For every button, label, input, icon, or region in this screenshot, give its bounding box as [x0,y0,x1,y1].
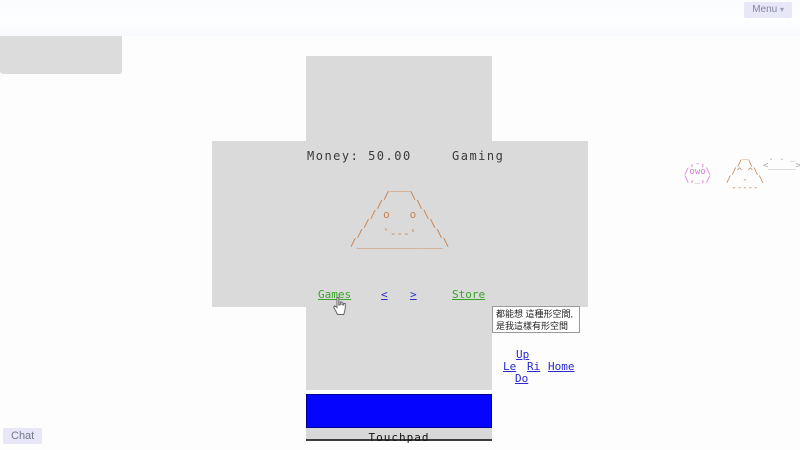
ascii-triangle-creature: _ / \ /^ ^\ / - \ ----- [726,151,764,193]
ascii-pet-triangle: ___ / \ / \ / o o \ / \ / `---' \ /_____… [350,179,450,249]
money-display: Money: 50.00 [307,149,412,163]
game-panel-bottom [306,307,492,390]
touchpad-label-bar: Touchpad [306,428,492,444]
nav-up-link[interactable]: Up [516,348,530,361]
next-arrow-link[interactable]: > [410,288,417,301]
game-panel-top [306,56,492,141]
menu-button-label: Menu [752,4,778,15]
games-link[interactable]: Games [318,288,352,301]
top-strip [0,0,800,36]
ascii-bug-creature: . . _ <_____> [763,153,800,171]
store-link[interactable]: Store [452,288,486,301]
ascii-owo-creature: ,-, /owo\ \,_,/ [684,159,712,185]
chat-button[interactable]: Chat [3,428,43,444]
gaming-mode-label: Gaming [452,149,505,163]
nav-right-link[interactable]: Ri [527,360,541,373]
hand-cursor-icon [333,297,346,315]
nav-left-link[interactable]: Le [503,360,517,373]
touchpad-label: Touchpad [368,431,430,444]
nav-home-link[interactable]: Home [548,360,575,373]
chat-button-label: Chat [11,430,35,442]
game-panel-middle [212,141,588,307]
touchpad-area[interactable] [306,394,492,428]
tooltip: 都能想 這種形空間, 是我這樣有形空間 [492,306,580,333]
nav-down-link[interactable]: Do [515,372,529,385]
chevron-down-icon: ▾ [779,5,784,14]
tooltip-line2: 是我這樣有形空間 [496,321,569,331]
prev-arrow-link[interactable]: < [381,288,388,301]
menu-button[interactable]: Menu ▾ [744,2,792,18]
tooltip-line1: 都能想 這種形空間, [496,309,574,319]
